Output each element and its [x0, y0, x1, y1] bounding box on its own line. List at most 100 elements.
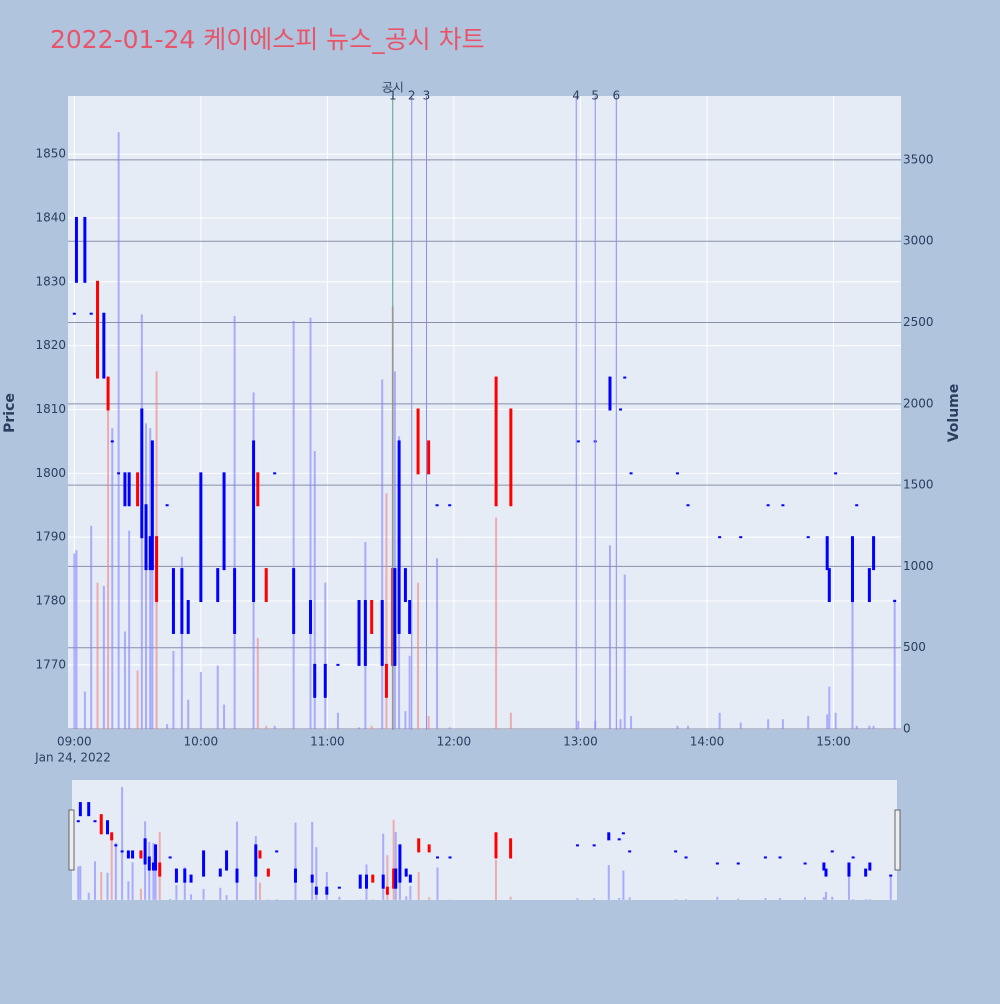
volume-bar [337, 713, 339, 729]
volume-bar [274, 726, 276, 729]
slider-volume-bar [716, 897, 718, 900]
slider-volume-bar [764, 898, 766, 900]
slider-candle-body [87, 802, 90, 816]
x-tick-label: 09:00 [57, 735, 92, 749]
slider-candle-body [175, 869, 178, 883]
y-tick-label: 1850 [35, 147, 66, 161]
candle-body [151, 440, 154, 570]
candle-body [385, 664, 388, 698]
volume-bar [828, 687, 830, 729]
volume-bar [495, 518, 497, 729]
slider-volume-bar [576, 898, 578, 900]
volume-bar [630, 716, 632, 729]
y-tick-label: 1770 [35, 657, 66, 671]
candle-body [273, 472, 276, 474]
volume-bar [124, 631, 126, 729]
candle-body [180, 568, 183, 634]
volume-bar [436, 558, 438, 729]
x-tick-label: 14:00 [690, 735, 725, 749]
slider-volume-bar [622, 871, 624, 900]
volume-bar [868, 726, 870, 729]
slider-volume-bar [127, 881, 129, 899]
slider-candle-body [779, 856, 782, 858]
volume-bar [826, 714, 828, 729]
x-tick-label: 13:00 [563, 735, 598, 749]
slider-candle-body [405, 869, 408, 877]
candle-body [324, 664, 327, 698]
candle-body [828, 568, 831, 602]
event-label: 6 [612, 89, 620, 103]
candle-body [404, 568, 407, 602]
slider-volume-bar [865, 899, 867, 900]
candle-body [381, 600, 384, 666]
y2-tick-label: 0 [903, 722, 911, 736]
volume-bar [324, 583, 326, 729]
candle-body [417, 408, 420, 474]
candle-body [292, 568, 295, 634]
volume-bar [856, 726, 858, 729]
slider-candle-body [131, 850, 134, 858]
y2-axis-label: Volume [946, 384, 962, 443]
slider-volume-bar [608, 865, 610, 900]
candle-body [136, 472, 139, 506]
candle-body [676, 472, 679, 474]
slider-volume-bar [675, 899, 677, 900]
slider-candle-body [183, 869, 186, 883]
slider-volume-bar [804, 897, 806, 899]
slider-candle-body [852, 856, 855, 858]
slider-candle-body [158, 863, 161, 877]
volume-bar [84, 692, 86, 729]
slider-volume-bar [869, 899, 871, 900]
candle-body [256, 472, 259, 506]
slider-volume-bar [372, 899, 374, 900]
volume-bar [111, 428, 113, 729]
slider-volume-bar [115, 843, 117, 900]
volume-bar [609, 545, 611, 729]
slider-candle-body [254, 844, 257, 876]
slider-candle-body [267, 869, 270, 877]
slider-candle-body [338, 887, 341, 889]
volume-bar [782, 719, 784, 729]
volume-bar [371, 726, 373, 729]
candle-body [718, 536, 721, 538]
volume-bar [103, 586, 105, 729]
y2-tick-label: 1000 [903, 559, 934, 573]
y-tick-label: 1800 [35, 466, 66, 480]
candle-body [140, 408, 143, 538]
volume-bar [381, 379, 383, 729]
y-tick-label: 1840 [35, 210, 66, 224]
volume-bar [449, 727, 451, 729]
volume-bar [166, 724, 168, 729]
candle-body [408, 600, 411, 634]
slider-volume-bar [88, 893, 90, 900]
volume-bar [187, 700, 189, 729]
candle-body [851, 536, 854, 602]
slider-candle-body [417, 838, 420, 852]
y-tick-label: 1810 [35, 402, 66, 416]
slider-candle-body [864, 869, 867, 877]
slider-candle-body [148, 856, 151, 870]
slider-candle-body [716, 863, 719, 865]
candle-body [313, 664, 316, 698]
candle-body [398, 440, 401, 634]
y2-tick-label: 500 [903, 640, 926, 654]
volume-bar [293, 321, 295, 729]
candle-body [767, 504, 770, 506]
volume-bar [310, 318, 312, 729]
candle-body [781, 504, 784, 506]
slider-volume-bar [510, 897, 512, 900]
volume-bar [624, 575, 626, 729]
slider-candle-body [831, 850, 834, 852]
volume-bar [835, 713, 837, 729]
candle-body [448, 504, 451, 506]
slider-volume-bar [311, 822, 313, 900]
volume-bar [894, 599, 896, 729]
slider-handle [895, 810, 900, 870]
candle-body [223, 472, 226, 570]
slider-volume-bar [618, 898, 620, 900]
candle-body [172, 568, 175, 634]
slider-candle-body [622, 832, 625, 834]
slider-volume-bar [259, 883, 261, 900]
slider-volume-bar [236, 822, 238, 900]
slider-volume-bar [495, 860, 497, 900]
